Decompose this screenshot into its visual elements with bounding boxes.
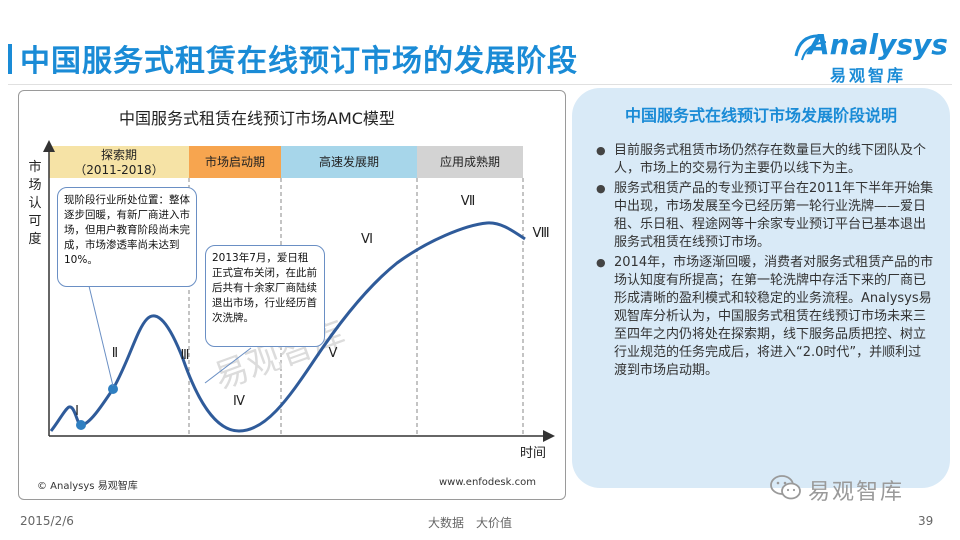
list-item-text: 2014年，市场逐渐回暖，消费者对服务式租赁产品的市场认知度有所提高；在第一轮洗… — [614, 255, 934, 378]
phase-marker-3: Ⅲ — [181, 348, 190, 363]
wechat-label: 易观智库 — [808, 480, 905, 505]
stage-band-growth — [281, 146, 417, 178]
source-website: www.enfodesk.com — [439, 477, 536, 488]
list-item-text: 目前服务式租赁市场仍然存在数量巨大的线下团队及个人，市场上的交易行为主要仍以线下… — [614, 143, 927, 176]
phase-marker-6: Ⅵ — [361, 232, 373, 247]
stage-label-launch: 市场启动期 — [205, 154, 265, 169]
amc-diagram: 中国服务式租赁在线预订市场AMC模型 探索期 （2011-2018） 市场启动期… — [18, 90, 566, 500]
list-item: ● 服务式租赁产品的专业预订平台在2011年下半年开始集中出现，市场发展至今已经历… — [594, 180, 934, 252]
callout-line-2 — [204, 347, 252, 384]
analysys-logo: Analysys 易观智库 — [792, 28, 948, 88]
title-accent-bar — [8, 44, 12, 74]
diagram-title: 中国服务式租赁在线预订市场AMC模型 — [119, 109, 395, 128]
logo-cn-text: 易观智库 — [830, 66, 907, 85]
panel-title: 中国服务式在线预订市场发展阶段说明 — [624, 106, 897, 125]
phase-marker-2: Ⅱ — [112, 346, 118, 361]
footer-slogan: 大数据 大价值 — [428, 516, 513, 530]
description-list: ● 目前服务式租赁市场仍然存在数量巨大的线下团队及个人，市场上的交易行为主要仍以线… — [594, 142, 934, 382]
title-divider — [8, 84, 952, 85]
stage-label-mature: 应用成熟期 — [440, 154, 500, 169]
logo-swoosh-icon — [794, 34, 827, 61]
list-item-text: 服务式租赁产品的专业预订平台在2011年下半年开始集中出现，市场发展至今已经历第… — [614, 181, 934, 250]
page-title: 中国服务式租赁在线预订市场的发展阶段 — [20, 44, 578, 79]
bullet-icon: ● — [596, 144, 606, 157]
stage-label-growth: 高速发展期 — [319, 154, 379, 169]
stage-description-panel: 中国服务式在线预订市场发展阶段说明 ● 目前服务式租赁市场仍然存在数量巨大的线下团… — [572, 88, 950, 488]
y-axis-label-2: 场 — [28, 178, 41, 193]
bullet-icon: ● — [596, 182, 606, 195]
stage-label-exploration: 探索期 — [101, 148, 137, 162]
y-axis-label-3: 认 — [28, 196, 41, 211]
wechat-icon — [770, 475, 801, 500]
current-position-note: 现阶段行业所处位置：整体逐步回暖，有新厂商进入市场，但用户教育阶段尚未完成，市场… — [57, 187, 197, 287]
y-axis-label-4: 可 — [28, 214, 41, 229]
current-position-marker-2 — [108, 384, 118, 394]
y-axis-label-5: 度 — [28, 231, 41, 247]
stage-sub-exploration: （2011-2018） — [74, 163, 163, 177]
stage-band-mature — [417, 146, 523, 178]
footer-date: 2015/2/6 — [20, 514, 74, 528]
shakeout-note-text: 2013年7月，爱日租正式宣布关闭，在此前后共有十余家厂商陆续退出市场，行业经历… — [212, 252, 317, 324]
y-axis-label-1: 市 — [28, 159, 41, 175]
bullet-icon: ● — [596, 256, 606, 269]
stage-band-exploration — [49, 146, 189, 178]
stage-band-launch — [189, 146, 281, 178]
copyright-credit: © Analysys 易观智库 — [37, 481, 138, 492]
list-item: ● 目前服务式租赁市场仍然存在数量巨大的线下团队及个人，市场上的交易行为主要仍以线… — [594, 142, 934, 178]
list-item: ● 2014年，市场逐渐回暖，消费者对服务式租赁产品的市场认知度有所提高；在第一轮… — [594, 254, 934, 380]
phase-marker-5: Ⅴ — [329, 346, 338, 361]
x-axis-label: 时间 — [520, 446, 546, 461]
phase-marker-1: Ⅰ — [75, 404, 79, 419]
callout-line-1 — [88, 285, 114, 387]
shakeout-note: 2013年7月，爱日租正式宣布关闭，在此前后共有十余家厂商陆续退出市场，行业经历… — [205, 245, 325, 347]
current-position-marker-1 — [76, 420, 86, 430]
phase-marker-7: Ⅶ — [461, 194, 476, 209]
phase-marker-4: Ⅳ — [233, 394, 245, 409]
page-number: 39 — [918, 514, 934, 528]
phase-marker-8: Ⅷ — [532, 226, 549, 241]
current-position-note-text: 现阶段行业所处位置：整体逐步回暖，有新厂商进入市场，但用户教育阶段尚未完成，市场… — [64, 194, 190, 266]
logo-text: Analysys — [808, 28, 948, 61]
wechat-badge: 易观智库 — [770, 474, 940, 505]
